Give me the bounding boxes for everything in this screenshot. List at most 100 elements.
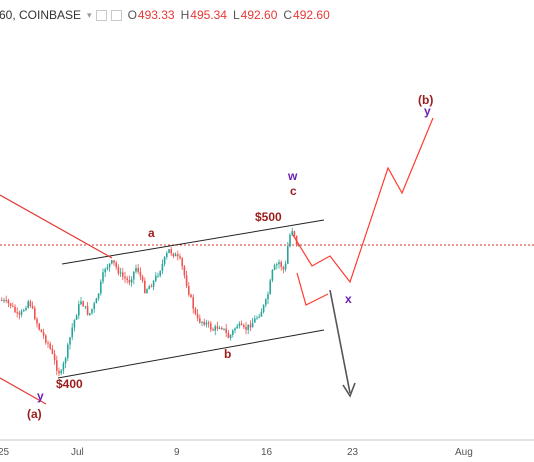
lower-trend-line[interactable]	[0, 377, 47, 405]
down-arrow-head-icon	[342, 382, 356, 398]
candle-body	[201, 321, 203, 323]
candle-body	[240, 323, 243, 326]
bullish-projection-path[interactable]	[292, 117, 434, 284]
wave-c-label: c	[290, 184, 297, 198]
candle-body	[100, 281, 102, 294]
candle-body	[177, 254, 179, 257]
candle-body	[69, 337, 71, 345]
candle-body	[91, 308, 93, 314]
channel-upper-line[interactable]	[61, 219, 325, 265]
candle-body	[16, 312, 18, 314]
candle-body	[229, 334, 232, 339]
candle-body	[97, 293, 100, 299]
candle-body	[188, 286, 190, 295]
wave-x-label: x	[345, 292, 352, 306]
candle-body	[243, 325, 245, 327]
candle-body	[212, 329, 214, 331]
candle-body	[168, 249, 170, 254]
bearish-projection-path[interactable]	[296, 272, 329, 306]
candle-body	[130, 279, 133, 283]
channel-lower-line[interactable]	[57, 329, 325, 379]
candle-body	[185, 275, 188, 287]
candle-body	[115, 262, 117, 268]
dropdown-caret-icon[interactable]: ▾	[87, 9, 92, 20]
candle-body	[221, 327, 223, 329]
candle-body	[25, 307, 27, 311]
candlesticks	[1, 227, 300, 377]
candle-body	[34, 308, 36, 320]
candle-body	[42, 332, 45, 336]
candle-body	[141, 276, 144, 281]
candle-body	[172, 253, 175, 257]
candle-body	[247, 324, 249, 330]
candle-body	[205, 322, 208, 325]
settings-toggle-icon[interactable]	[110, 9, 122, 21]
candle-body	[137, 267, 139, 272]
candle-body	[269, 280, 271, 295]
x-tick-16: 16	[261, 447, 273, 458]
price-400-label: $400	[56, 377, 83, 391]
candle-body	[36, 319, 38, 324]
candle-body	[20, 311, 23, 315]
downtrend-line[interactable]	[0, 194, 113, 259]
candle-body	[251, 322, 254, 328]
candle-body	[89, 313, 91, 315]
candle-body	[49, 343, 51, 349]
candle-body	[102, 272, 104, 282]
candle-body	[157, 275, 159, 277]
candle-body	[117, 267, 120, 274]
candle-body	[86, 306, 89, 315]
candle-body	[150, 286, 153, 288]
candle-body	[135, 267, 137, 272]
low-value: 492.60	[240, 8, 278, 22]
candle-body	[181, 258, 183, 267]
candle-body	[45, 335, 47, 343]
down-arrow-line[interactable]	[329, 289, 351, 394]
high-value: 495.34	[190, 8, 227, 22]
visibility-toggle-icon[interactable]	[95, 9, 107, 21]
candle-body	[84, 306, 87, 308]
candle-body	[12, 305, 14, 307]
candle-body	[40, 329, 43, 333]
x-tick-jul: Jul	[71, 447, 84, 458]
candle-body	[245, 326, 247, 330]
wave-b-paren-label: (b)	[418, 93, 433, 107]
close-value: 492.60	[293, 8, 330, 22]
candle-body	[192, 297, 194, 309]
candle-body	[282, 267, 285, 270]
candle-body	[108, 263, 111, 268]
candle-body	[78, 304, 80, 316]
candle-body	[276, 264, 278, 266]
candle-body	[218, 327, 221, 329]
candle-body	[23, 310, 25, 312]
candle-body	[82, 301, 84, 307]
candle-body	[271, 269, 274, 281]
wave-a-paren-label: (a)	[27, 407, 42, 421]
candle-body	[9, 303, 12, 306]
wave-w-label: w	[287, 169, 298, 183]
candle-body	[31, 306, 34, 309]
candle-body	[280, 262, 282, 268]
candle-body	[179, 256, 181, 259]
wave-a-label: a	[148, 226, 155, 240]
candle-body	[146, 289, 148, 293]
candle-body	[71, 327, 73, 338]
candle-body	[258, 316, 260, 318]
candle-body	[111, 260, 113, 264]
symbol-label: 60, COINBASE	[0, 8, 82, 22]
candle-body	[223, 328, 225, 330]
high-key: H	[180, 8, 190, 22]
candle-body	[29, 301, 32, 307]
candle-body	[18, 312, 21, 315]
candle-body	[293, 231, 296, 236]
open-value: 493.33	[137, 8, 175, 22]
candle-body	[106, 267, 109, 270]
candle-body	[238, 323, 241, 327]
candle-body	[199, 318, 201, 323]
candle-body	[122, 272, 124, 277]
candle-body	[58, 370, 60, 374]
candle-body	[159, 271, 161, 276]
candle-body	[227, 332, 230, 339]
candle-body	[104, 269, 106, 273]
